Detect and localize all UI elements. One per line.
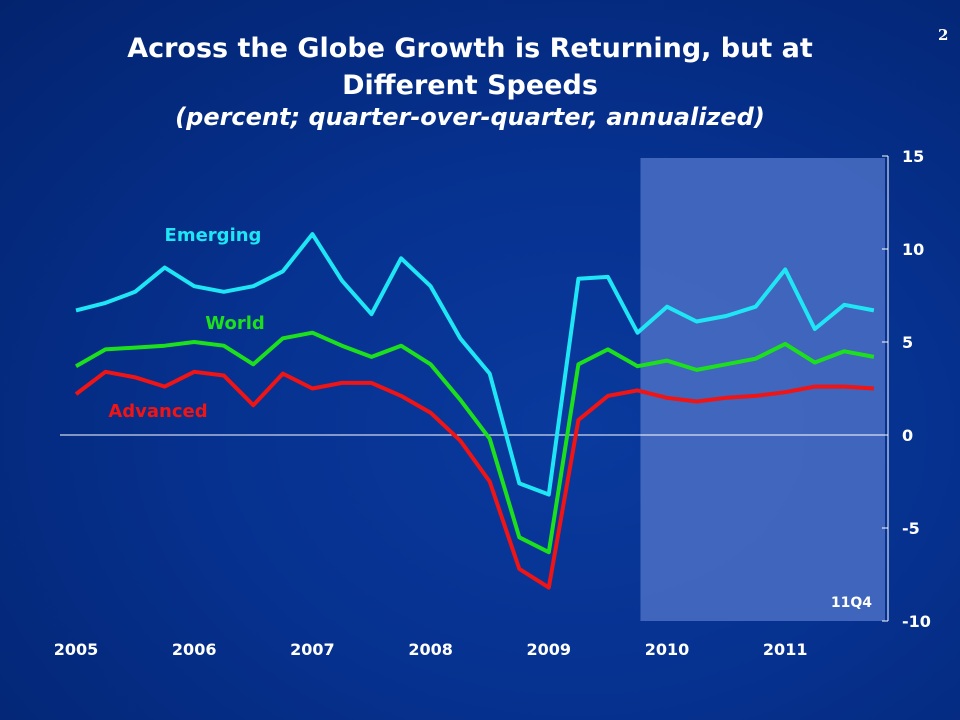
y-tick-label: 15 [902,147,924,166]
x-tick-label: 2005 [54,640,99,659]
slide-subtitle: (percent; quarter-over-quarter, annualiz… [175,103,765,131]
y-tick-label: -5 [902,519,920,538]
series-line-emerging [75,232,875,497]
x-tick-label: 2011 [763,640,808,659]
x-tick-label: 2006 [172,640,217,659]
x-tick-label: 2008 [408,640,453,659]
x-tick-label: 2010 [645,640,690,659]
y-tick-label: 0 [902,426,913,445]
y-tick-label: 5 [902,333,913,352]
series-label-world: World [205,313,265,334]
page-number: 2 [938,26,949,44]
y-tick-label: -10 [902,612,931,631]
y-tick-label: 10 [902,240,924,259]
x-tick-label: 2007 [290,640,335,659]
series-line-advanced [74,369,875,590]
slide-title: Across the Globe Growth is Returning, bu… [127,33,813,101]
series-line-world [75,330,875,555]
x-tick-label: 2009 [527,640,572,659]
forecast-end-label: 11Q4 [831,595,872,611]
forecast-shaded-region [640,158,885,621]
series-label-advanced: Advanced [108,401,207,422]
series-label-emerging: Emerging [165,225,262,246]
